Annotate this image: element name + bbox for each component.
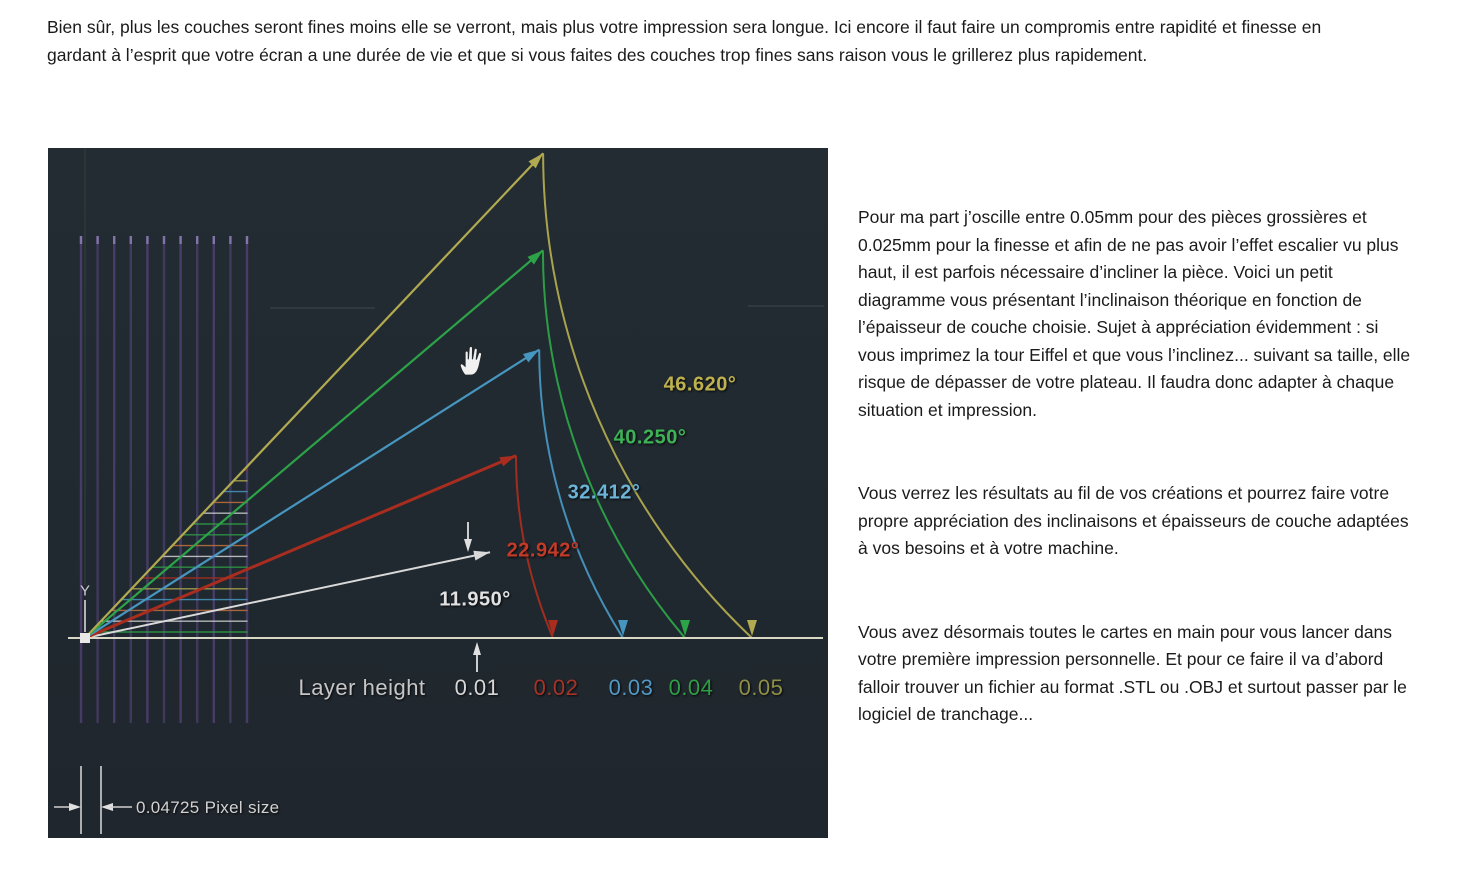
- angle-label-11-950: 11.950°: [439, 588, 511, 611]
- layer-height-value-002: 0.02: [533, 675, 579, 700]
- layer-height-value-004: 0.04: [668, 675, 714, 700]
- paragraph-own-appreciation: Vous verrez les résultats au fil de vos …: [858, 483, 1409, 558]
- incline-diagram-figure[interactable]: 11.950° 22.942° 32.412° 40.250° 46.620° …: [48, 148, 828, 838]
- paragraph-incline-advice: Pour ma part j’oscille entre 0.05mm pour…: [858, 207, 1411, 420]
- y-axis-label: Y: [79, 582, 91, 600]
- angle-label-46-620: 46.620°: [663, 373, 737, 396]
- paragraph-next-steps: Vous avez désormais toutes le cartes en …: [858, 621, 1407, 725]
- intro-paragraph: Bien sûr, plus les couches seront fines …: [47, 17, 1322, 65]
- angle-label-40-250: 40.250°: [613, 426, 687, 449]
- pixel-size-dimension-label: 0.04725 Pixel size: [136, 798, 280, 817]
- layer-height-value-003: 0.03: [608, 675, 654, 700]
- incline-diagram-canvas: [54, 148, 824, 834]
- angle-label-22-942: 22.942°: [506, 539, 580, 562]
- layer-height-axis-label: Layer height: [298, 675, 426, 700]
- angle-label-32-412: 32.412°: [567, 481, 641, 504]
- layer-height-value-001: 0.01: [454, 675, 500, 700]
- layer-height-value-005: 0.05: [738, 675, 784, 700]
- body-text-column: Pour ma part j’oscille entre 0.05mm pour…: [858, 204, 1415, 785]
- hand-cursor-icon: [459, 345, 483, 376]
